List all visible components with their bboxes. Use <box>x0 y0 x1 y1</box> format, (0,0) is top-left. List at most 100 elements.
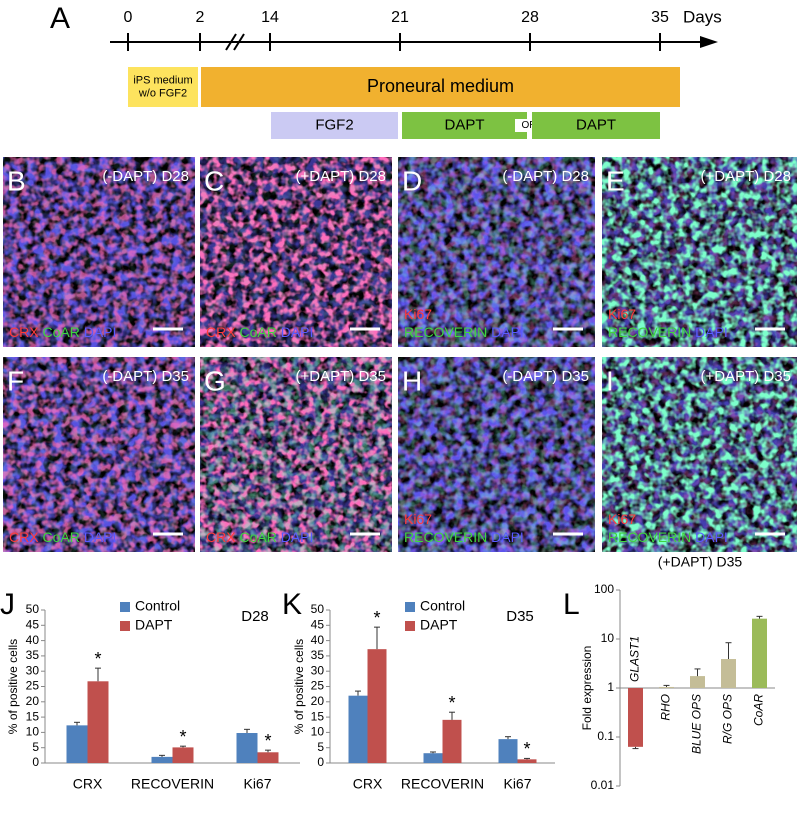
phase-label: OR <box>522 120 537 131</box>
bar <box>442 719 462 763</box>
stain-label: DAPI <box>491 324 524 340</box>
phase-box <box>402 112 527 139</box>
y-tick-label: 50 <box>311 602 325 616</box>
timeline-tick-label: 35 <box>651 9 669 26</box>
stain-label: RECOVERIN <box>404 529 487 545</box>
stain-label: CoAR <box>239 529 276 545</box>
category-label: GLAST1 <box>628 636 642 682</box>
stain-label: CoAR <box>42 324 79 340</box>
stain-legend: Ki67 <box>608 511 636 527</box>
stain-label: DAPI <box>84 324 117 340</box>
x-tick-label: RECOVERIN <box>131 776 214 792</box>
timeline-tick-label: 2 <box>196 9 205 26</box>
category-label: R/G OPS <box>721 694 735 744</box>
y-tick-label: 15 <box>26 709 40 723</box>
micrograph-green <box>200 157 392 347</box>
stain-label: CRX <box>206 324 236 340</box>
bar <box>423 753 443 763</box>
panel-letter: L <box>563 588 580 621</box>
category-label: RHO <box>659 694 673 721</box>
stain-label: DAPI <box>695 324 728 340</box>
timeline-tick-label: 14 <box>261 9 279 26</box>
panel-letter: F <box>7 365 24 396</box>
timeline-arrow <box>700 36 718 48</box>
category-label: BLUE OPS <box>690 694 704 754</box>
stain-label: RECOVERIN <box>404 324 487 340</box>
significance-marker: * <box>448 693 455 713</box>
chart-annotation: D35 <box>506 608 534 625</box>
axis-break <box>233 33 245 51</box>
y-axis-label: % of positive cells <box>292 639 306 734</box>
stain-label: DAPI <box>491 529 524 545</box>
panel-condition: (+DAPT) D28 <box>701 168 791 185</box>
panel-condition: (-DAPT) D35 <box>502 368 589 385</box>
x-tick-label: CRX <box>353 776 383 792</box>
phase-label: FGF2 <box>315 116 353 133</box>
bar <box>721 659 736 688</box>
stain-legend: CRX CoAR DAPI <box>206 529 313 545</box>
micrograph-green <box>3 357 195 552</box>
panel-condition: (+DAPT) D35 <box>701 368 791 385</box>
chart-annotation: D28 <box>241 608 269 625</box>
legend-label: Control <box>420 598 465 614</box>
stain-legend: RECOVERIN DAPI <box>404 529 524 545</box>
bar <box>348 695 368 763</box>
y-tick-label: 50 <box>26 602 40 616</box>
y-tick-label: 30 <box>26 663 40 677</box>
days-label: Days <box>683 7 722 26</box>
significance-marker: * <box>179 727 186 747</box>
stain-legend: Ki67 <box>404 306 432 322</box>
stain-label: RECOVERIN <box>608 529 691 545</box>
timeline-tick-label: 21 <box>391 9 409 26</box>
x-tick-label: Ki67 <box>243 776 271 792</box>
phase-box <box>532 112 660 139</box>
stain-legend: CRX CoAR DAPI <box>9 324 116 340</box>
y-tick-label: 40 <box>26 633 40 647</box>
stain-label: Ki67 <box>404 511 432 527</box>
stain-legend: RECOVERIN DAPI <box>608 324 728 340</box>
legend-label: Control <box>135 598 180 614</box>
significance-marker: * <box>264 731 271 751</box>
bar <box>498 739 518 763</box>
stain-label: CRX <box>9 529 39 545</box>
bar <box>257 752 279 763</box>
phase-label: Proneural medium <box>367 76 514 96</box>
y-tick-label: 45 <box>311 617 325 631</box>
stain-label: DAPI <box>281 324 314 340</box>
micrograph-green <box>398 357 595 552</box>
x-tick-label: Ki67 <box>503 776 531 792</box>
y-tick-label: 15 <box>311 709 325 723</box>
phase-label: DAPT <box>444 116 484 133</box>
micrograph-green <box>602 357 797 552</box>
panel-condition: (-DAPT) D28 <box>502 168 589 185</box>
timeline-tick-label: 28 <box>521 9 539 26</box>
bar <box>752 618 767 688</box>
y-tick-label: 35 <box>26 648 40 662</box>
panel-letter: H <box>402 365 422 396</box>
panel-condition: (+DAPT) D28 <box>296 168 386 185</box>
bar <box>236 733 258 763</box>
chart-annotation: (+DAPT) D35 <box>658 554 743 570</box>
legend-swatch <box>120 602 130 612</box>
stain-legend: Ki67 <box>404 511 432 527</box>
y-axis-label: % of positive cells <box>6 639 20 734</box>
y-tick-label: 0.01 <box>591 778 615 792</box>
y-tick-label: 0 <box>317 755 324 769</box>
micrograph-green <box>602 157 797 347</box>
y-tick-label: 25 <box>26 679 40 693</box>
bar <box>690 676 705 688</box>
y-tick-label: 40 <box>311 633 325 647</box>
panel-letter: G <box>204 365 226 396</box>
stain-label: DAPI <box>281 529 314 545</box>
significance-marker: * <box>373 608 380 628</box>
legend-swatch <box>120 621 130 631</box>
category-label: CoAR <box>752 694 766 726</box>
y-tick-label: 10 <box>311 725 325 739</box>
y-tick-label: 5 <box>32 740 39 754</box>
stain-label: CoAR <box>239 324 276 340</box>
phase-label: DAPT <box>576 116 616 133</box>
micrograph-green <box>3 157 195 347</box>
y-tick-label: 1 <box>607 680 614 694</box>
